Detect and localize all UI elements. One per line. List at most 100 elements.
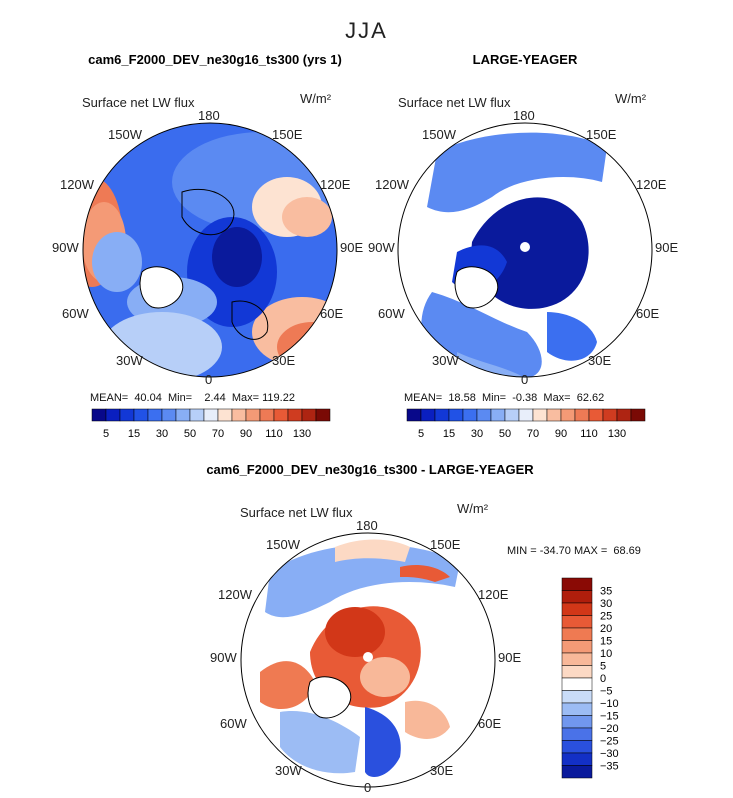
panel3-colorbar-tick-label: 5 <box>600 661 606 673</box>
panel1-lon-120e: 120E <box>320 177 351 192</box>
panel3-lon-60e: 60E <box>478 716 502 731</box>
panel1-colorbar-swatch <box>161 408 177 422</box>
panel3-colorbar-swatch <box>561 577 593 591</box>
panel2-colorbar-swatch <box>532 408 548 422</box>
panel1-colorbar-swatch <box>315 408 331 422</box>
panel3-lon-150e: 150E <box>430 537 461 552</box>
panel2-lon-120e: 120E <box>636 177 667 192</box>
panel3-colorbar-tick-label: 10 <box>600 648 612 660</box>
panel1-colorbar-swatch <box>133 408 149 422</box>
panel3-lon-30e: 30E <box>430 763 454 778</box>
panel3-colorbar-tick-label: −25 <box>600 736 619 748</box>
panel3-colorbar-tick-label: 30 <box>600 598 612 610</box>
panel2-colorbar-swatch <box>434 408 450 422</box>
panel1-units: W/m² <box>300 91 332 106</box>
panel1-colorbar-swatch <box>175 408 191 422</box>
panel3-colorbar-tick-label: 20 <box>600 623 612 635</box>
panel3-field-label: Surface net LW flux <box>240 505 353 520</box>
panel1-colorbar-tick-label: 130 <box>293 428 311 440</box>
panel2-lon-30w: 30W <box>432 353 459 368</box>
panel3-colorbar-swatch <box>561 615 593 629</box>
panel1-colorbar-tick-label: 90 <box>240 428 252 440</box>
panel3-colorbar-tick-label: 35 <box>600 586 612 598</box>
panel3-colorbar-tick-label: −15 <box>600 711 619 723</box>
season-title: JJA <box>345 18 388 43</box>
panel1-colorbar-swatch <box>301 408 317 422</box>
panel1-lon-150w: 150W <box>108 127 142 142</box>
panel1-map <box>82 122 338 378</box>
panel2-colorbar-tick-label: 110 <box>580 428 598 440</box>
panel3-stats: MIN = -34.70 MAX = 68.69 <box>507 545 641 557</box>
panel3-colorbar-tick-label: −30 <box>600 748 619 760</box>
panel2-colorbar-tick-label: 15 <box>443 428 455 440</box>
panel3-colorbar-swatch <box>561 715 593 729</box>
panel1-colorbar-swatch <box>147 408 163 422</box>
panel1-colorbar-swatch <box>105 408 121 422</box>
panel3-lon-90e: 90E <box>498 650 522 665</box>
panel3-lon-30w: 30W <box>275 763 302 778</box>
panel2-units: W/m² <box>615 91 647 106</box>
panel3-colorbar-swatch <box>561 727 593 741</box>
panel3-colorbar-swatch <box>561 627 593 641</box>
panel3-map <box>240 532 496 788</box>
panel2-lon-90e: 90E <box>655 240 679 255</box>
panel2-field-label: Surface net LW flux <box>398 95 511 110</box>
panel3-lon-60w: 60W <box>220 716 247 731</box>
panel3-colorbar-tick-label: 0 <box>600 673 606 685</box>
panel3-title: cam6_F2000_DEV_ne30g16_ts300 - LARGE-YEA… <box>206 462 534 477</box>
panel3-lon-180: 180 <box>356 518 378 533</box>
panel1-lon-150e: 150E <box>272 127 303 142</box>
panel2-colorbar-tick-label: 30 <box>471 428 483 440</box>
panel2-stats: MEAN= 18.58 Min= -0.38 Max= 62.62 <box>404 392 605 404</box>
panel3-colorbar-swatch <box>561 590 593 604</box>
panel3-colorbar-tick-label: 15 <box>600 636 612 648</box>
panel1-title: cam6_F2000_DEV_ne30g16_ts300 (yrs 1) <box>88 52 342 67</box>
panel1-lon-90w: 90W <box>52 240 79 255</box>
panel1-colorbar-tick-label: 30 <box>156 428 168 440</box>
panel1-colorbar-swatch <box>273 408 289 422</box>
panel1-colorbar-swatch <box>231 408 247 422</box>
panel2-lon-90w: 90W <box>368 240 395 255</box>
panel3-lon-0: 0 <box>364 780 372 795</box>
panel1-lon-180: 180 <box>198 108 220 123</box>
panel3-colorbar-tick-label: −20 <box>600 723 619 735</box>
panel2-colorbar: 5 15 30 50 70 90 110 130 <box>406 408 646 440</box>
panel1-colorbar-tick-label: 50 <box>184 428 196 440</box>
panel2-colorbar-swatch <box>518 408 534 422</box>
panel2-colorbar-swatch <box>588 408 604 422</box>
panel1-lon-30w: 30W <box>116 353 143 368</box>
panel3-colorbar-swatch <box>561 702 593 716</box>
panel2-colorbar-swatch <box>448 408 464 422</box>
panel1-stats: MEAN= 40.04 Min= 2.44 Max= 119.22 <box>90 392 295 404</box>
panel2-colorbar-swatch <box>602 408 618 422</box>
panel3-lon-90w: 90W <box>210 650 237 665</box>
panel1-colorbar: 5 15 30 50 70 90 110 130 <box>91 408 331 440</box>
panel1-lon-60e: 60E <box>320 306 344 321</box>
panel1-colorbar-swatch <box>119 408 135 422</box>
panel2-colorbar-tick-label: 50 <box>499 428 511 440</box>
panel3-colorbar-tick-label: 25 <box>600 611 612 623</box>
panel2-colorbar-swatch <box>560 408 576 422</box>
panel2-lon-60w: 60W <box>378 306 405 321</box>
panel1-colorbar-swatch <box>91 408 107 422</box>
panel2-lon-30e: 30E <box>588 353 612 368</box>
panel1-lon-120w: 120W <box>60 177 94 192</box>
panel2-colorbar-swatch <box>504 408 520 422</box>
panel2-lon-0: 0 <box>521 372 529 387</box>
panel3-colorbar-tick-label: −35 <box>600 761 619 773</box>
panel1-field-label: Surface net LW flux <box>82 95 195 110</box>
panel1-lon-90e: 90E <box>340 240 364 255</box>
panel2-colorbar-swatch <box>462 408 478 422</box>
panel2-colorbar-swatch <box>630 408 646 422</box>
panel1-lon-60w: 60W <box>62 306 89 321</box>
panel1-colorbar-tick-label: 5 <box>103 428 109 440</box>
panel1-colorbar-swatch <box>189 408 205 422</box>
panel3-colorbar-swatch <box>561 765 593 779</box>
panel3-colorbar-swatch <box>561 677 593 691</box>
panel3-colorbar-swatch <box>561 640 593 654</box>
panel3-colorbar-swatch <box>561 740 593 754</box>
panel2-colorbar-tick-label: 70 <box>527 428 539 440</box>
panel1-colorbar-swatch <box>203 408 219 422</box>
panel2-colorbar-swatch <box>406 408 422 422</box>
